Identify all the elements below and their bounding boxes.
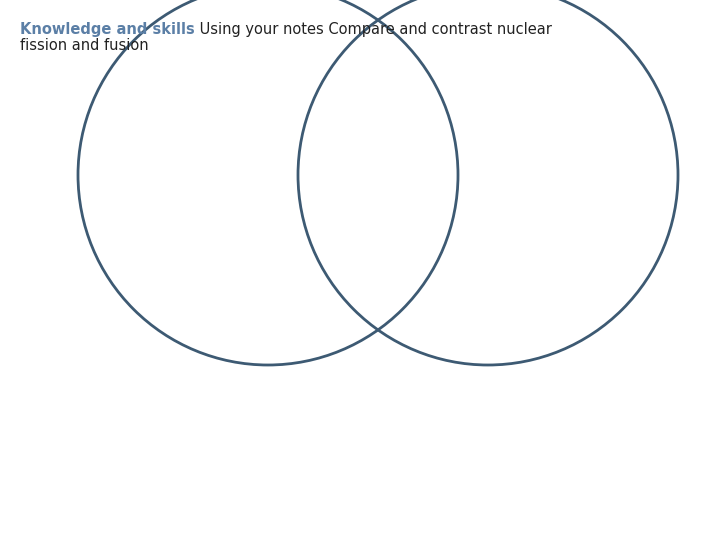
Text: Knowledge and skills: Knowledge and skills: [20, 22, 194, 37]
Text: Using your notes Compare and contrast nuclear: Using your notes Compare and contrast nu…: [194, 22, 552, 37]
Text: fission and fusion: fission and fusion: [20, 38, 148, 53]
